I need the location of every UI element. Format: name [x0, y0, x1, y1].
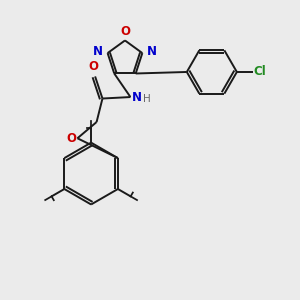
- Text: N: N: [147, 45, 157, 58]
- Text: N: N: [132, 91, 142, 103]
- Text: O: O: [88, 60, 99, 73]
- Text: N: N: [93, 45, 103, 58]
- Text: Cl: Cl: [253, 65, 266, 79]
- Text: O: O: [120, 25, 130, 38]
- Text: O: O: [66, 132, 76, 145]
- Text: H: H: [143, 94, 151, 103]
